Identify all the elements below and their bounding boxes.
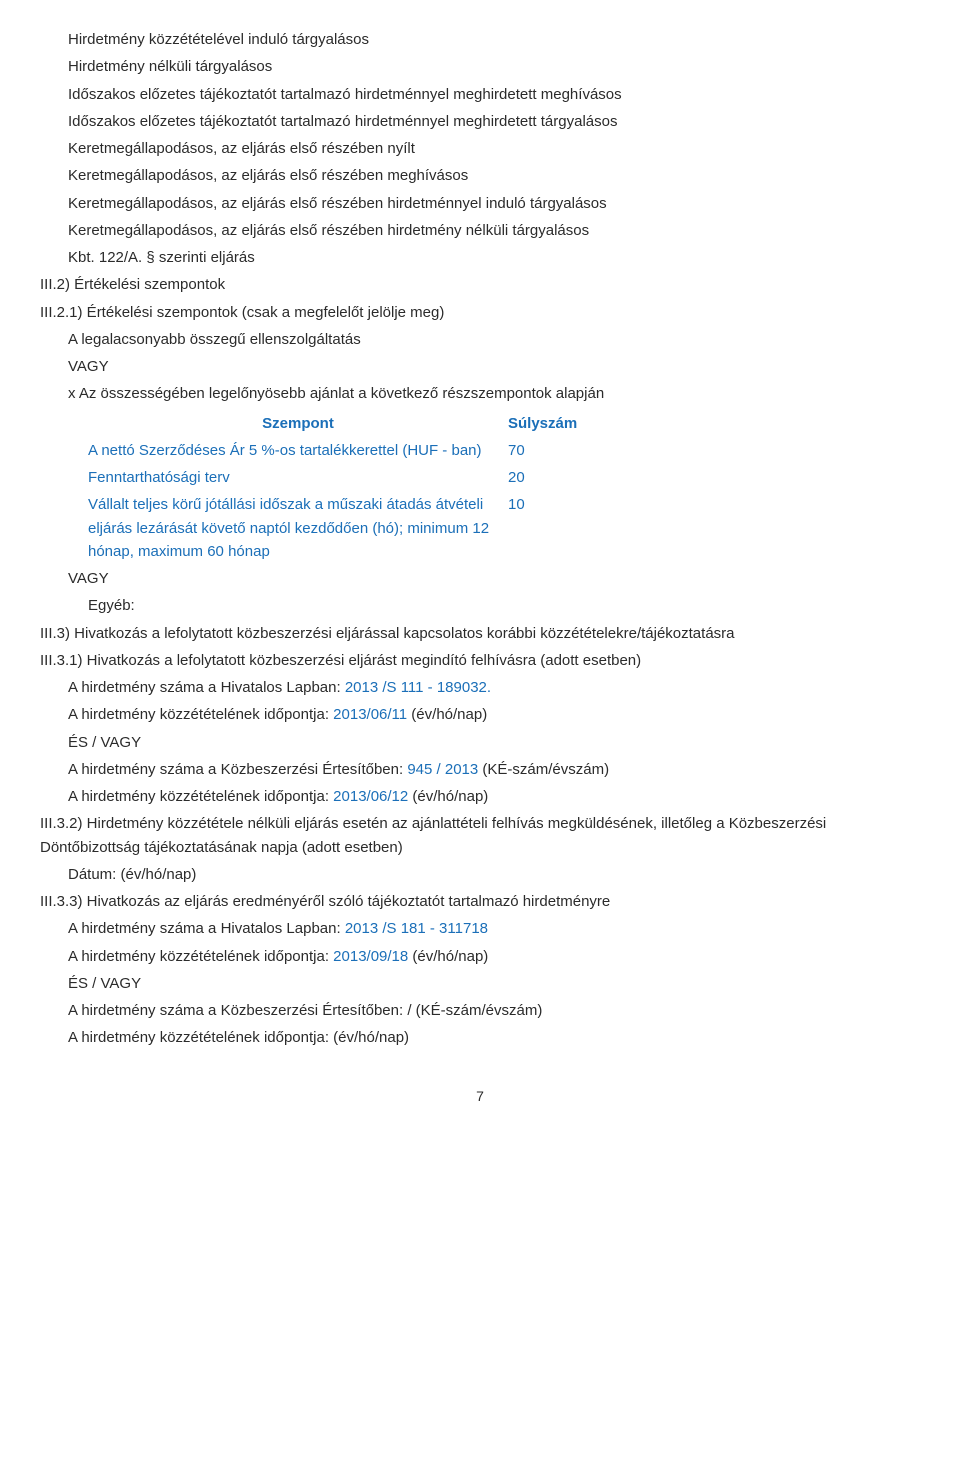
procedure-type-line: Keretmegállapodásos, az eljárás első rés…: [68, 164, 920, 187]
most-advantageous-option: x Az összességében legelőnyösebb ajánlat…: [68, 382, 920, 405]
andor-label: ÉS / VAGY: [68, 731, 920, 754]
procedure-type-line: Hirdetmény nélküli tárgyalásos: [68, 55, 920, 78]
ke-date-line: A hirdetmény közzétételének időpontja: (…: [68, 1026, 920, 1049]
oj-number-label: A hirdetmény száma a Hivatalos Lapban:: [68, 920, 345, 937]
lowest-price-option: A legalacsonyabb összegű ellenszolgáltat…: [68, 328, 920, 351]
procedure-type-line: Hirdetmény közzétételével induló tárgyal…: [68, 28, 920, 51]
oj-date-suffix: (év/hó/nap): [407, 706, 487, 723]
oj-number-label: A hirdetmény száma a Hivatalos Lapban:: [68, 679, 345, 696]
section-heading-iii32: III.3.2) Hirdetmény közzététele nélküli …: [40, 812, 920, 859]
criteria-header-left: Szempont: [88, 412, 508, 435]
procedure-type-line: Időszakos előzetes tájékoztatót tartalma…: [68, 83, 920, 106]
oj-date-label: A hirdetmény közzétételének időpontja:: [68, 948, 333, 965]
criteria-header-right: Súlyszám: [508, 412, 708, 435]
date-line: Dátum: (év/hó/nap): [68, 863, 920, 886]
oj-date-label: A hirdetmény közzétételének időpontja:: [68, 706, 333, 723]
oj-date-value: 2013/06/11: [333, 706, 407, 723]
procedure-type-line: Keretmegállapodásos, az eljárás első rés…: [68, 137, 920, 160]
criteria-label: A nettó Szerződéses Ár 5 %-os tartalékke…: [88, 439, 508, 462]
or-label: VAGY: [68, 355, 920, 378]
oj-number-value: 2013 /S 181 - 311718: [345, 920, 488, 937]
section-heading-iii21: III.2.1) Értékelési szempontok (csak a m…: [40, 301, 920, 324]
criteria-row: Fenntarthatósági terv 20: [88, 466, 920, 489]
ke-number-label: A hirdetmény száma a Közbeszerzési Értes…: [68, 761, 407, 778]
oj-number-value: 2013 /S 111 - 189032.: [345, 679, 491, 696]
section-heading-iii33: III.3.3) Hivatkozás az eljárás eredményé…: [40, 890, 920, 913]
criteria-label: Vállalt teljes körű jótállási időszak a …: [88, 493, 508, 563]
section-heading-iii2: III.2) Értékelési szempontok: [40, 273, 920, 296]
ke-date-suffix: (év/hó/nap): [408, 788, 488, 805]
oj-date-value: 2013/09/18: [333, 948, 408, 965]
or-label: VAGY: [68, 567, 920, 590]
procedure-type-line: Keretmegállapodásos, az eljárás első rés…: [68, 192, 920, 215]
criteria-row: Vállalt teljes körű jótállási időszak a …: [88, 493, 920, 563]
criteria-row: A nettó Szerződéses Ár 5 %-os tartalékke…: [88, 439, 920, 462]
ke-date-value: 2013/06/12: [333, 788, 408, 805]
ke-number-value: 945 / 2013: [407, 761, 478, 778]
ke-number-line: A hirdetmény száma a Közbeszerzési Értes…: [68, 999, 920, 1022]
section-heading-iii31: III.3.1) Hivatkozás a lefolytatott közbe…: [40, 649, 920, 672]
oj-date-suffix: (év/hó/nap): [408, 948, 488, 965]
procedure-type-line: Keretmegállapodásos, az eljárás első rés…: [68, 219, 920, 242]
criteria-table: Szempont Súlyszám A nettó Szerződéses Ár…: [88, 412, 920, 564]
ke-date-label: A hirdetmény közzétételének időpontja:: [68, 788, 333, 805]
page-number: 7: [40, 1086, 920, 1108]
criteria-weight: 10: [508, 493, 708, 516]
criteria-header: Szempont Súlyszám: [88, 412, 920, 435]
ke-number-suffix: (KÉ-szám/évszám): [478, 761, 609, 778]
ke-date-line: A hirdetmény közzétételének időpontja: 2…: [68, 785, 920, 808]
andor-label: ÉS / VAGY: [68, 972, 920, 995]
oj-date-line: A hirdetmény közzétételének időpontja: 2…: [68, 703, 920, 726]
ke-number-line: A hirdetmény száma a Közbeszerzési Értes…: [68, 758, 920, 781]
section-heading-iii3: III.3) Hivatkozás a lefolytatott közbesz…: [40, 622, 920, 645]
procedure-type-line: Kbt. 122/A. § szerinti eljárás: [68, 246, 920, 269]
criteria-weight: 20: [508, 466, 708, 489]
procedure-type-line: Időszakos előzetes tájékoztatót tartalma…: [68, 110, 920, 133]
criteria-weight: 70: [508, 439, 708, 462]
oj-number-line: A hirdetmény száma a Hivatalos Lapban: 2…: [68, 917, 920, 940]
oj-number-line: A hirdetmény száma a Hivatalos Lapban: 2…: [68, 676, 920, 699]
criteria-label: Fenntarthatósági terv: [88, 466, 508, 489]
oj-date-line: A hirdetmény közzétételének időpontja: 2…: [68, 945, 920, 968]
other-label: Egyéb:: [88, 594, 920, 617]
